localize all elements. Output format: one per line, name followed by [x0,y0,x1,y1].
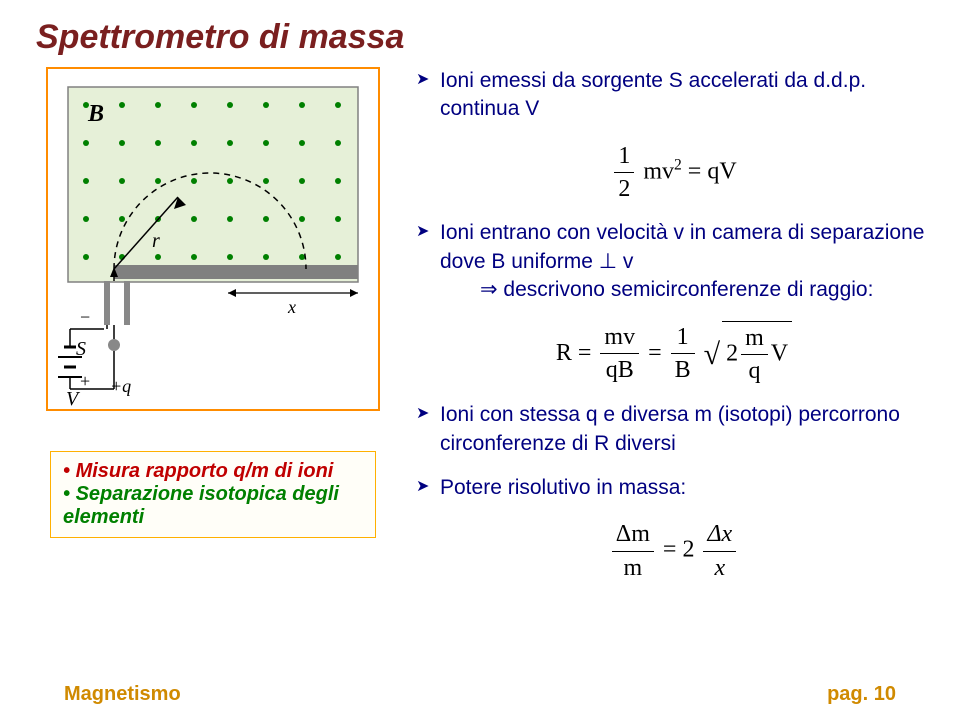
spectrometer-diagram: Br x S +q V − + [46,67,380,411]
note-box: • Misura rapporto q/m di ioni • Separazi… [50,451,376,538]
formula-kinetic: 12 mv2 = qV [416,140,932,206]
bullet-2: Ioni entrano con velocità v in camera di… [416,219,932,304]
svg-text:r: r [152,230,160,252]
svg-text:B: B [87,101,104,127]
svg-text:−: − [80,307,90,327]
bullet-2-sub: ⇒ descrivono semicirconferenze di raggio… [440,276,932,304]
bullet-4: Potere risolutivo in massa: [416,474,932,502]
right-column: Ioni emessi da sorgente S accelerati da … [416,67,932,598]
bullet-3: Ioni con stessa q e diversa m (isotopi) … [416,401,932,458]
page-title: Spettrometro di massa [0,0,960,57]
svg-text:+: + [80,371,90,391]
footer-right: pag. 10 [827,683,896,706]
footer-left: Magnetismo [64,683,181,706]
svg-text:V: V [66,388,81,410]
note-line2: • Separazione isotopica degli elementi [63,483,363,529]
content-area: Br x S +q V − + • Misura rapporto q/m di ioni … [0,57,960,598]
svg-text:S: S [76,338,86,360]
bullet-1: Ioni emessi da sorgente S accelerati da … [416,67,932,124]
formula-resolution: Δmm = 2 Δxx [416,518,932,584]
left-column: Br x S +q V − + • Misura rapporto q/m di ioni … [28,67,398,598]
formula-radius: R = mvqB = 1B √2mqV [416,321,932,388]
svg-text:x: x [287,297,296,317]
page-footer: Magnetismo pag. 10 [0,683,960,706]
svg-text:+q: +q [110,376,131,396]
note-line1: • Misura rapporto q/m di ioni [63,460,363,483]
